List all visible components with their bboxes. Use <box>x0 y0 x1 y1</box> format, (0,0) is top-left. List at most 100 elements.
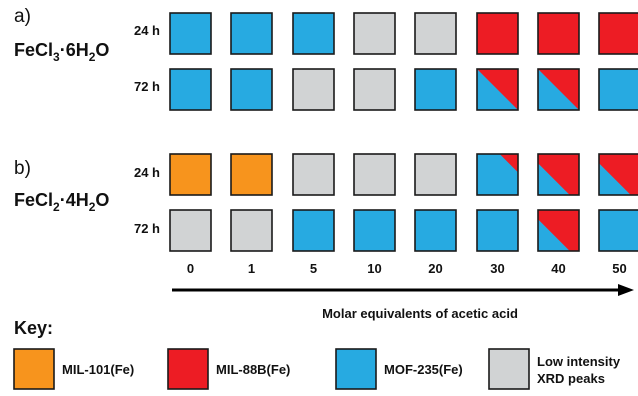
panel-b-row2-cell-6-fill <box>477 210 518 251</box>
panel-b-row2-cell-4-border <box>353 209 396 252</box>
panel-b-row2-cell-5-border <box>414 209 457 252</box>
panel-a-row2-cell-2-fill <box>231 69 272 110</box>
legend-swatch <box>167 348 209 390</box>
panel-a-row2-cell-2 <box>230 68 273 111</box>
legend-label: Low intensity <box>537 354 621 369</box>
panel-a-row1-cell-1-fill <box>170 13 211 54</box>
legend-label: XRD peaks <box>537 371 605 386</box>
panel-b-row2-cell-6-border <box>476 209 519 252</box>
x-axis-label: Molar equivalents of acetic acid <box>322 306 518 321</box>
panel-a-row2-cell-8 <box>598 68 638 111</box>
legend-items: MIL-101(Fe) MIL-88B(Fe) MOF-235(Fe) Low int… <box>13 348 621 390</box>
panel-a-row1-cell-8-border <box>598 12 638 55</box>
panel-a-row2-cell-1 <box>169 68 212 111</box>
panel-a-row2-cell-1-fill <box>170 69 211 110</box>
panel-a-row1-cell-1-border <box>169 12 212 55</box>
panel-b-row1-cell-1-fill <box>170 154 211 195</box>
panel-b-row2-cell-4-fill <box>354 210 395 251</box>
x-tick-label: 20 <box>428 261 442 276</box>
panel-a-row2-cell-3 <box>292 68 335 111</box>
panel-a-row2-cell-4-fill <box>354 69 395 110</box>
panel-a-row2-cell-6-border <box>476 68 519 111</box>
panel-b-row2-cell-3-border <box>292 209 335 252</box>
panel-a-label: a) <box>14 6 31 27</box>
panel-a-row1-cell-2 <box>230 12 273 55</box>
panel-b-row2-cell-8-fill <box>599 210 638 251</box>
panel-a-row1-cell-6 <box>476 12 519 55</box>
x-tick-label: 30 <box>490 261 504 276</box>
legend-item: MOF-235(Fe) <box>335 348 463 390</box>
x-tick-label: 10 <box>367 261 381 276</box>
panel-b-row1-cell-7 <box>537 153 580 196</box>
panel-a-row2-cell-5-border <box>414 68 457 111</box>
panel-b: b) FeCl2·4H2O 24 h 72 h <box>14 153 638 252</box>
panel-b-row1-cell-7-border <box>537 153 580 196</box>
panel-a-row1-cell-3 <box>292 12 335 55</box>
panel-a-row2-cell-7-border <box>537 68 580 111</box>
panel-b-row1-cell-4-fill <box>354 154 395 195</box>
panel-a-cells <box>169 12 638 111</box>
legend-label: MIL-101(Fe) <box>62 362 134 377</box>
panel-b-row1-cell-4-border <box>353 153 396 196</box>
panel-b-row1-cell-5-fill <box>415 154 456 195</box>
panel-a-row2-cell-8-fill <box>599 69 638 110</box>
x-axis-arrow <box>172 284 634 296</box>
panel-b-row1-cell-6-border <box>476 153 519 196</box>
panel-b-row2-cell-5-fill <box>415 210 456 251</box>
legend-label: MOF-235(Fe) <box>384 362 463 377</box>
x-tick-label: 0 <box>187 261 194 276</box>
panel-b-cells <box>169 153 638 252</box>
panel-a-row1-cell-6-border <box>476 12 519 55</box>
panel-b-row1-cell-7-minor-phase <box>538 154 579 195</box>
panel-b-row2-cell-6 <box>476 209 519 252</box>
panel-b-row2-cell-5 <box>414 209 457 252</box>
panel-b-row1-cell-1-border <box>169 153 212 196</box>
legend-item: MIL-101(Fe) <box>13 348 134 390</box>
panel-b-row2-time: 72 h <box>134 221 160 236</box>
panel-a: a) FeCl3·6H2O 24 h 72 h <box>14 6 638 111</box>
panel-a-row1-cell-5-border <box>414 12 457 55</box>
panel-b-row1-cell-5 <box>414 153 457 196</box>
panel-a-row1-cell-5-fill <box>415 13 456 54</box>
panel-a-row1-cell-6-fill <box>477 13 518 54</box>
panel-a-row1-cell-4-fill <box>354 13 395 54</box>
legend-swatch <box>13 348 55 390</box>
legend-label: MIL-88B(Fe) <box>216 362 290 377</box>
panel-b-row1-cell-6 <box>476 153 519 196</box>
panel-a-row2-cell-3-fill <box>293 69 334 110</box>
panel-a-row1-cell-8 <box>598 12 638 55</box>
panel-b-row2-cell-2-fill <box>231 210 272 251</box>
panel-a-row2-cell-8-border <box>598 68 638 111</box>
panel-a-row1-time: 24 h <box>134 23 160 38</box>
panel-b-row1-cell-8-border <box>598 153 638 196</box>
panel-a-row2-time: 72 h <box>134 79 160 94</box>
legend-item: MIL-88B(Fe) <box>167 348 290 390</box>
panel-a-row1-cell-5 <box>414 12 457 55</box>
panel-a-row2-cell-4-border <box>353 68 396 111</box>
panel-a-row2-cell-3-border <box>292 68 335 111</box>
x-axis-ticks: 0 1 5 10 20 30 40 50 <box>187 261 627 276</box>
panel-a-row1-cell-1 <box>169 12 212 55</box>
panel-a-compound: FeCl3·6H2O <box>14 40 109 64</box>
panel-b-row2-cell-8 <box>598 209 638 252</box>
panel-a-row1-cell-3-fill <box>293 13 334 54</box>
panel-a-row1-cell-7-border <box>537 12 580 55</box>
panel-a-row1-cell-2-fill <box>231 13 272 54</box>
panel-b-row1-cell-2-fill <box>231 154 272 195</box>
panel-b-row2-cell-1 <box>169 209 212 252</box>
x-tick-label: 1 <box>248 261 255 276</box>
panel-a-row2-cell-1-border <box>169 68 212 111</box>
panel-b-row2-cell-1-fill <box>170 210 211 251</box>
legend: Key: MIL-101(Fe) MIL-88B(Fe) MOF-235(Fe) Lo… <box>13 318 621 390</box>
panel-a-row2-cell-6 <box>476 68 519 111</box>
legend-title: Key: <box>14 318 53 338</box>
panel-b-row1-time: 24 h <box>134 165 160 180</box>
panel-a-row2-cell-5-fill <box>415 69 456 110</box>
panel-b-row2-cell-3 <box>292 209 335 252</box>
panel-b-row1-cell-2 <box>230 153 273 196</box>
panel-a-row1-cell-8-fill <box>599 13 638 54</box>
panel-b-row2-cell-7 <box>537 209 580 252</box>
panel-b-row1-cell-4 <box>353 153 396 196</box>
panel-b-row1-cell-6-minor-phase <box>499 154 518 173</box>
